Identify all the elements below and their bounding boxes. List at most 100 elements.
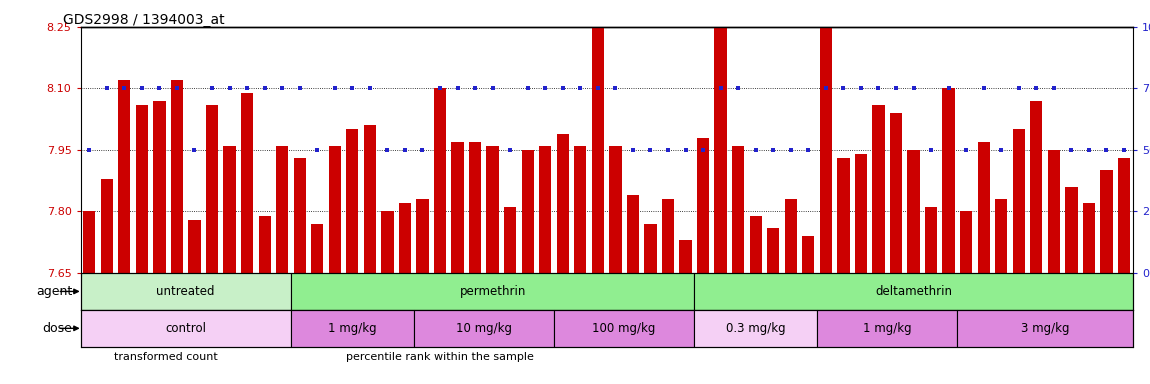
Bar	[382, 212, 393, 273]
Bar	[83, 212, 95, 273]
Text: untreated: untreated	[156, 285, 215, 298]
Bar	[820, 19, 831, 273]
Bar	[317, 357, 334, 358]
Bar	[662, 199, 674, 273]
Bar	[644, 224, 657, 273]
Point	[782, 147, 800, 153]
Text: 10 mg/kg: 10 mg/kg	[455, 322, 512, 335]
Point	[764, 147, 782, 153]
Point	[659, 147, 677, 153]
Point	[852, 85, 871, 91]
Point	[834, 85, 852, 91]
Bar	[189, 220, 200, 273]
Bar	[469, 142, 481, 273]
Bar	[610, 146, 621, 273]
Point	[396, 147, 414, 153]
Bar	[890, 113, 902, 273]
Point	[922, 147, 941, 153]
Text: percentile rank within the sample: percentile rank within the sample	[346, 352, 534, 362]
Text: GDS2998 / 1394003_at: GDS2998 / 1394003_at	[63, 13, 225, 27]
Point	[98, 85, 116, 91]
Bar	[1013, 129, 1025, 273]
Text: deltamethrin: deltamethrin	[875, 285, 952, 298]
Text: permethrin: permethrin	[460, 285, 526, 298]
Point	[904, 85, 922, 91]
Point	[572, 85, 590, 91]
Point	[132, 85, 151, 91]
Point	[255, 85, 274, 91]
Point	[623, 147, 642, 153]
Point	[413, 147, 431, 153]
Point	[869, 85, 888, 91]
Bar	[486, 146, 499, 273]
Point	[343, 85, 361, 91]
Point	[536, 85, 554, 91]
Bar	[416, 199, 429, 273]
Point	[168, 85, 186, 91]
Bar	[695, 310, 816, 347]
Point	[115, 85, 133, 91]
Point	[519, 85, 537, 91]
Bar	[803, 236, 814, 273]
Bar	[81, 273, 291, 310]
Bar	[1065, 187, 1078, 273]
Point	[431, 85, 450, 91]
Bar	[995, 199, 1007, 273]
Point	[81, 147, 99, 153]
Point	[501, 147, 520, 153]
Point	[361, 85, 380, 91]
Bar	[136, 105, 148, 273]
Bar	[452, 142, 463, 273]
Point	[221, 85, 239, 91]
Bar	[960, 212, 972, 273]
Point	[185, 147, 204, 153]
Bar	[153, 101, 166, 273]
Bar	[171, 80, 183, 273]
Bar	[978, 142, 990, 273]
Point	[712, 85, 730, 91]
Bar	[557, 134, 569, 273]
Bar	[81, 310, 291, 347]
Bar	[943, 88, 954, 273]
Point	[1044, 85, 1063, 91]
Point	[238, 85, 256, 91]
Bar	[1083, 203, 1095, 273]
Bar	[434, 88, 446, 273]
Bar	[854, 154, 867, 273]
Point	[1114, 147, 1133, 153]
Bar	[86, 357, 101, 358]
Bar	[925, 207, 937, 273]
Bar	[957, 310, 1133, 347]
Point	[308, 147, 327, 153]
Bar	[1048, 150, 1060, 273]
Point	[1010, 85, 1028, 91]
Bar	[414, 310, 554, 347]
Bar	[223, 146, 236, 273]
Bar	[592, 27, 604, 273]
Bar	[346, 129, 359, 273]
Bar	[539, 146, 551, 273]
Bar	[312, 224, 323, 273]
Bar	[399, 203, 411, 273]
Text: 0.3 mg/kg: 0.3 mg/kg	[726, 322, 785, 335]
Bar	[733, 146, 744, 273]
Point	[693, 147, 712, 153]
Bar	[907, 150, 920, 273]
Bar	[554, 310, 695, 347]
Point	[273, 85, 291, 91]
Bar	[1101, 170, 1112, 273]
Bar	[695, 273, 1133, 310]
Bar	[242, 93, 253, 273]
Point	[291, 85, 309, 91]
Bar	[1118, 158, 1130, 273]
Text: 1 mg/kg: 1 mg/kg	[862, 322, 912, 335]
Bar	[101, 179, 113, 273]
Bar	[291, 273, 695, 310]
Point	[1063, 147, 1081, 153]
Bar	[259, 215, 270, 273]
Point	[151, 85, 169, 91]
Bar	[697, 137, 710, 273]
Point	[642, 147, 660, 153]
Point	[606, 85, 624, 91]
Bar	[816, 310, 957, 347]
